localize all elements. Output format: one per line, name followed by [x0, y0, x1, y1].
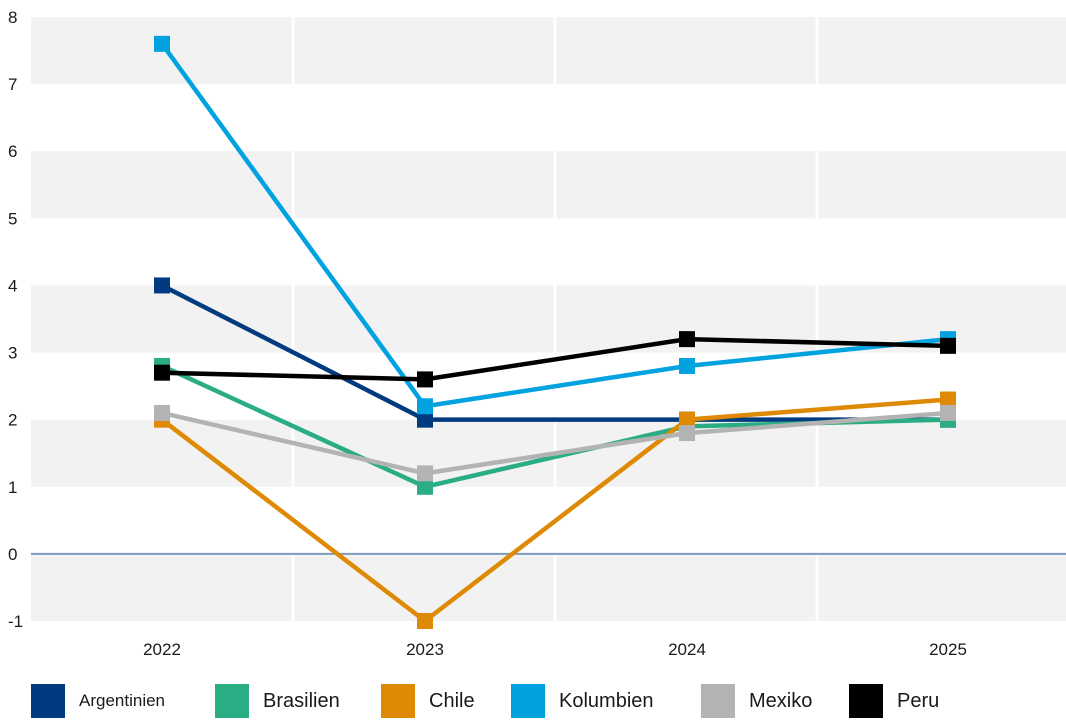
legend-item-peru[interactable]: Peru: [849, 683, 939, 719]
legend-label-brasilien: Brasilien: [263, 689, 340, 712]
legend-swatch-peru: [849, 684, 883, 718]
data-point-peru: [417, 371, 433, 388]
data-point-chile: [940, 391, 956, 408]
data-point-peru: [940, 337, 956, 354]
legend-swatch-mexiko: [701, 684, 735, 718]
legend-label-peru: Peru: [897, 689, 940, 712]
legend-item-brasilien[interactable]: Brasilien: [215, 683, 340, 719]
data-point-mexiko: [154, 404, 170, 421]
y-axis-tick-labels: -1 0 1 2 3 4 5 6 7 8: [8, 8, 23, 631]
grid-band: [31, 17, 1066, 85]
y-tick-label: 8: [8, 8, 17, 27]
y-tick-label: 1: [8, 478, 17, 497]
legend-swatch-kolumbien: [511, 684, 545, 718]
x-tick-label: 2023: [406, 640, 444, 659]
y-tick-label: 6: [8, 142, 17, 161]
line-chart: -1 0 1 2 3 4 5 6 7 8 2022 2023 2024 2025: [8, 8, 1066, 659]
data-point-mexiko: [679, 425, 695, 442]
series-lines: [159, 41, 951, 624]
y-tick-label: 3: [8, 344, 17, 363]
y-tick-label: 2: [8, 411, 17, 430]
x-tick-label: 2025: [929, 640, 967, 659]
legend-swatch-argentinien: [31, 684, 65, 718]
y-tick-label: -1: [8, 612, 23, 631]
data-point-chile: [417, 613, 433, 629]
data-point-argentinien: [417, 411, 433, 428]
x-tick-label: 2024: [668, 640, 706, 659]
legend-item-mexiko[interactable]: Mexiko: [701, 683, 812, 719]
legend-label-chile: Chile: [429, 689, 475, 712]
x-tick-label: 2022: [143, 640, 181, 659]
data-point-brasilien: [417, 478, 433, 495]
legend-item-argentinien[interactable]: Argentinien: [31, 683, 165, 719]
data-point-mexiko: [417, 465, 433, 482]
y-tick-label: 7: [8, 75, 17, 94]
series-line-chile: [159, 397, 951, 624]
data-point-peru: [154, 364, 170, 381]
y-tick-label: 5: [8, 209, 17, 228]
data-point-argentinien: [154, 277, 170, 294]
data-point-kolumbien: [679, 357, 695, 374]
y-tick-label: 4: [8, 276, 17, 295]
series-line-mexiko: [159, 410, 951, 476]
series-line-kolumbien: [159, 41, 951, 409]
grid-band: [31, 285, 1066, 353]
y-tick-label: 0: [8, 545, 17, 564]
grid-band: [31, 553, 1066, 621]
data-point-kolumbien: [417, 398, 433, 415]
legend-item-kolumbien[interactable]: Kolumbien: [511, 683, 654, 719]
legend-label-mexiko: Mexiko: [749, 689, 813, 712]
legend-swatch-brasilien: [215, 684, 249, 718]
series-line-argentinien: [159, 283, 951, 422]
grid-band: [31, 151, 1066, 219]
legend-label-argentinien: Argentinien: [79, 691, 166, 710]
data-point-kolumbien: [154, 35, 170, 52]
legend-label-kolumbien: Kolumbien: [559, 689, 654, 712]
legend-item-chile[interactable]: Chile: [381, 683, 475, 719]
data-point-peru: [679, 331, 695, 348]
data-point-mexiko: [940, 404, 956, 421]
plot-background: [31, 17, 1066, 621]
series-line-peru: [159, 336, 951, 382]
legend-swatch-chile: [381, 684, 415, 718]
data-point-chile: [679, 411, 695, 428]
series-markers: [154, 35, 956, 629]
legend: Argentinien Brasilien Chile Kolumbien Me…: [0, 683, 1066, 719]
x-axis-tick-labels: 2022 2023 2024 2025: [143, 640, 967, 659]
